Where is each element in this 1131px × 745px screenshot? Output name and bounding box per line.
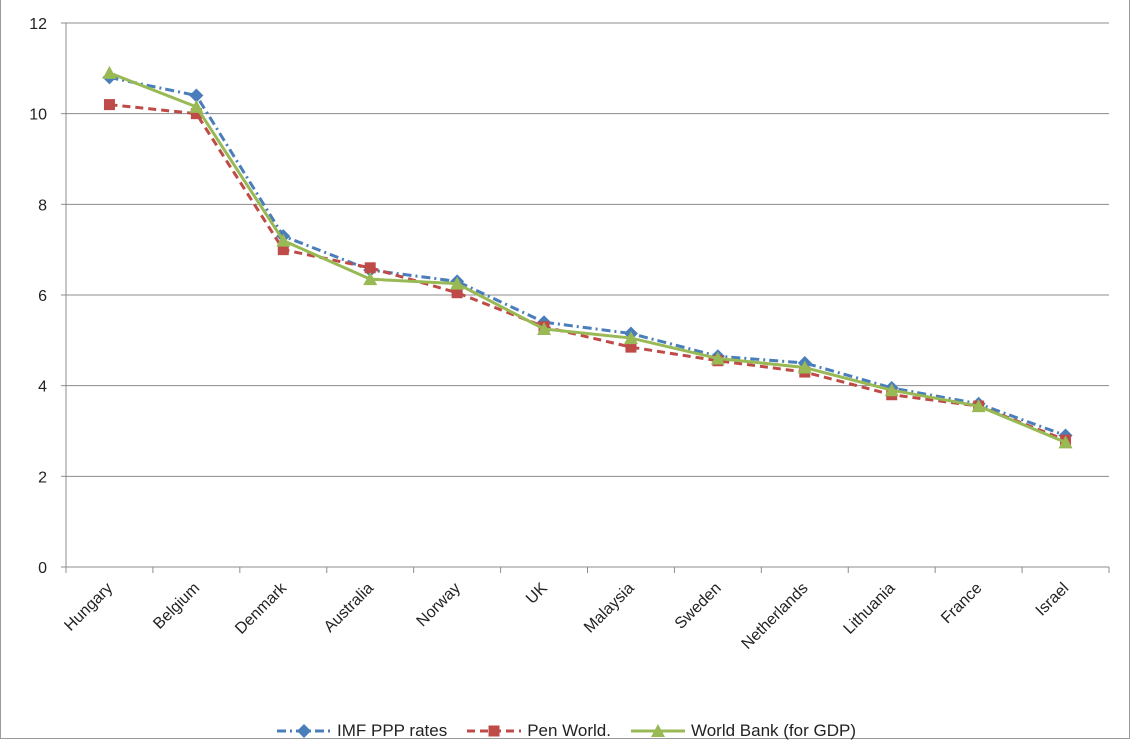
legend-swatch — [467, 725, 522, 737]
y-tick-label: 2 — [38, 469, 47, 486]
x-tick-label: UK — [523, 580, 551, 608]
data-point — [102, 65, 117, 79]
data-point — [537, 322, 552, 335]
x-tick-label: France — [938, 580, 985, 627]
x-tick-label: Sweden — [672, 580, 725, 633]
x-tick-label: Denmark — [232, 579, 291, 638]
data-point — [277, 244, 289, 256]
series-2 — [102, 65, 1073, 449]
x-tick-label: Belgium — [150, 580, 203, 633]
y-tick-label: 8 — [38, 197, 47, 214]
data-point — [189, 99, 204, 113]
series-line — [108, 71, 1067, 444]
legend-item: World Bank (for GDP) — [629, 721, 856, 741]
data-point — [625, 341, 637, 353]
data-point — [364, 262, 376, 274]
legend-label: Pen World. — [527, 721, 611, 740]
legend-marker — [488, 725, 500, 737]
data-point — [450, 276, 465, 290]
data-point — [1058, 435, 1073, 449]
data-point — [190, 108, 202, 120]
data-point — [797, 360, 812, 374]
data-point — [971, 399, 986, 413]
x-tick-label: Lithuania — [841, 580, 899, 638]
data-point — [276, 233, 291, 247]
series-0 — [102, 70, 1073, 443]
legend-label: IMF PPP rates — [336, 721, 448, 740]
series-line — [109, 75, 1067, 437]
x-tick-label: Israel — [1033, 580, 1073, 620]
data-point — [884, 383, 899, 397]
legend-swatch — [276, 724, 331, 738]
data-point — [363, 272, 378, 286]
x-tick-label: Hungary — [61, 580, 116, 635]
legend-item: Pen World. — [465, 721, 611, 741]
y-tick-label: 0 — [38, 560, 47, 577]
x-tick-label: Malaysia — [581, 580, 638, 637]
tick-labels: 0 2 4 6 8 10 12 Hungary Belgium Denmark Australia N… — [29, 16, 1072, 653]
data-point — [710, 351, 725, 365]
axes — [61, 22, 1110, 573]
legend-swatch — [630, 724, 685, 737]
legend-label: World Bank (for GDP) — [690, 721, 856, 740]
y-tick-label: 6 — [38, 288, 47, 305]
x-tick-label: Norway — [414, 580, 464, 630]
series-layer — [102, 65, 1073, 449]
data-point — [189, 88, 204, 103]
y-tick-label: 10 — [29, 107, 47, 124]
x-tick-label: Australia — [321, 580, 377, 636]
data-point — [451, 287, 463, 299]
data-point — [623, 331, 638, 345]
legend-marker — [296, 724, 311, 738]
y-tick-label: 12 — [29, 16, 47, 33]
series-line — [109, 103, 1067, 442]
legend-item: IMF PPP rates — [275, 721, 447, 741]
y-tick-label: 4 — [38, 379, 47, 396]
x-tick-label: Netherlands — [739, 580, 812, 653]
gridlines — [66, 22, 1109, 477]
legend-marker — [650, 724, 665, 737]
legend: IMF PPP rates Pen World. World Bank (for G… — [0, 717, 1131, 745]
data-point — [103, 99, 115, 111]
